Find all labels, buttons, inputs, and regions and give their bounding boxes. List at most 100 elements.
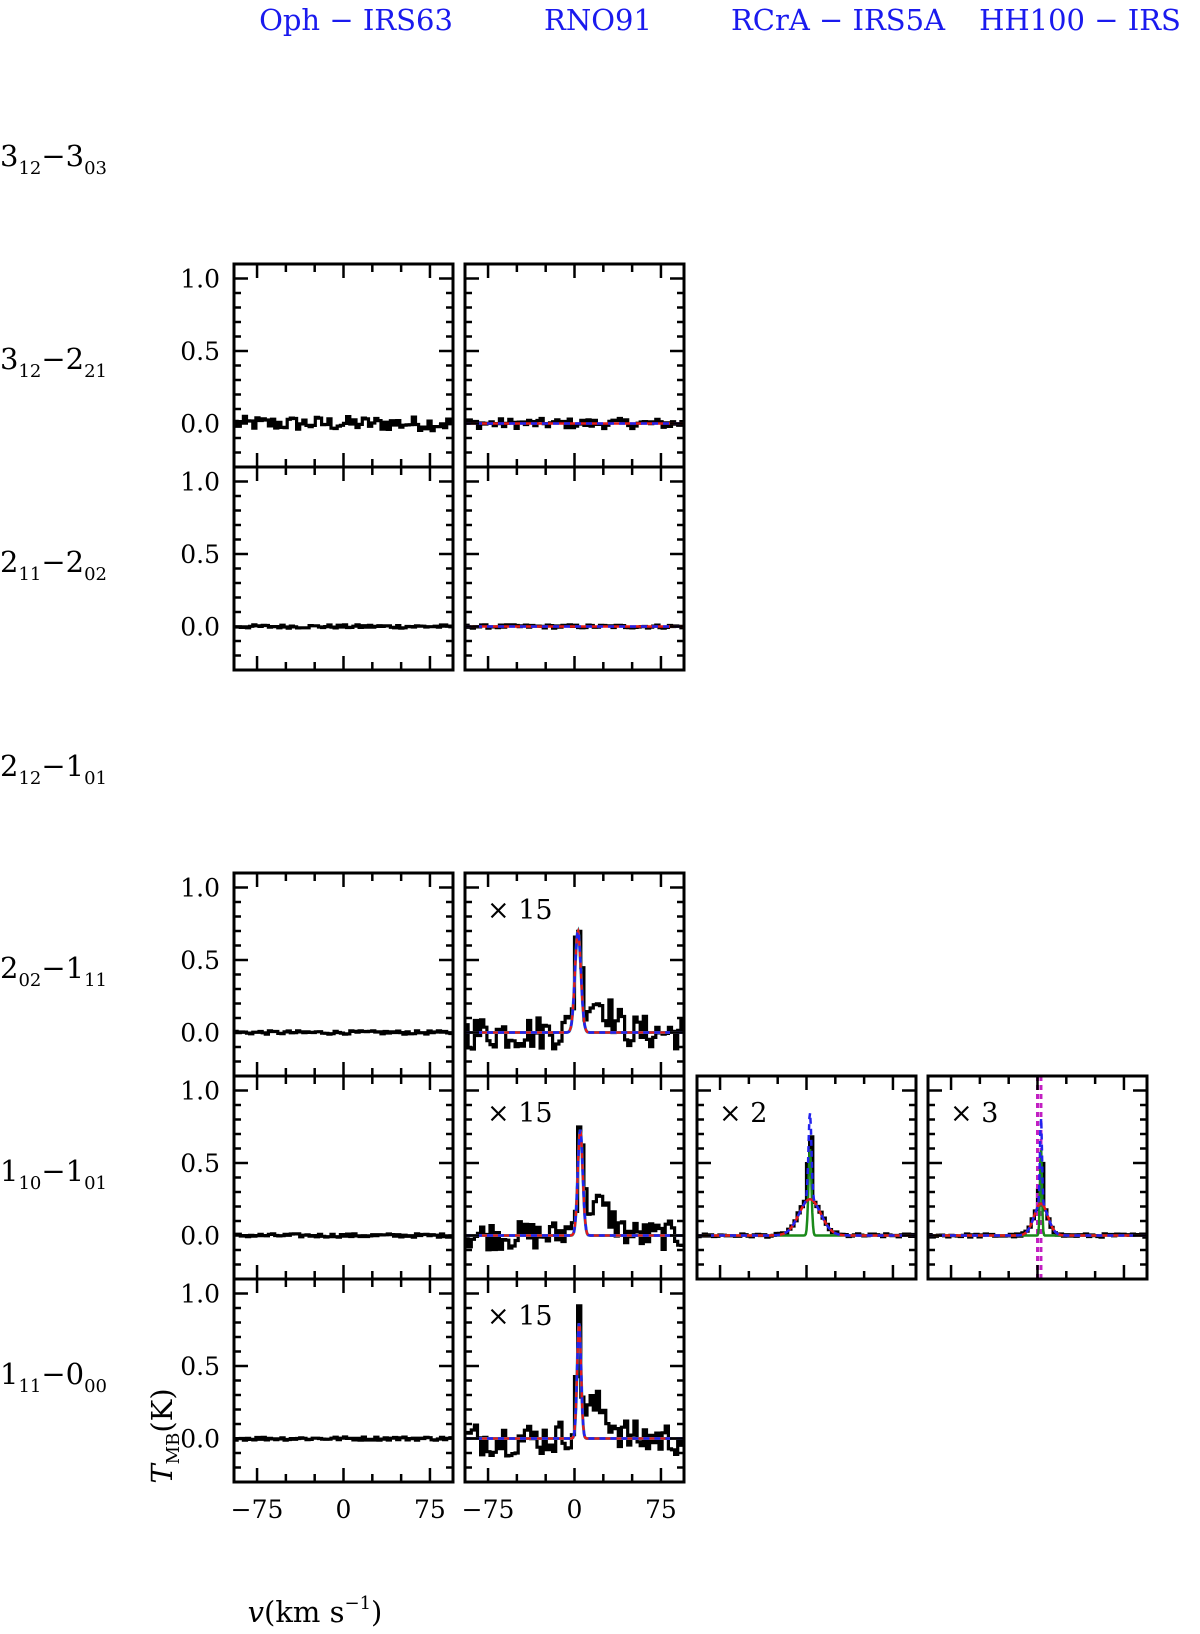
y-tick-label: 0.5 bbox=[180, 337, 220, 366]
panel-frame bbox=[463, 465, 686, 672]
transition-lower-level: −1 bbox=[41, 951, 84, 985]
scale-factor-label: × 15 bbox=[487, 895, 553, 926]
transition-label: 212−101 bbox=[0, 749, 107, 789]
y-tick-label: 0.0 bbox=[180, 613, 220, 642]
y-axis-label-unit: (K) bbox=[145, 1388, 179, 1432]
scale-factor-label: × 2 bbox=[719, 1098, 767, 1129]
observed-spectrum bbox=[234, 1232, 453, 1239]
panel-plot-area bbox=[697, 1112, 916, 1239]
transition-label: 312−303 bbox=[0, 139, 107, 179]
x-axis-label-exp: −1 bbox=[345, 1593, 372, 1614]
transition-lower-sub: 03 bbox=[84, 158, 107, 179]
spectrum-panel: × 3 bbox=[926, 1074, 1149, 1281]
x-tick-label: −75 bbox=[462, 1495, 515, 1524]
x-axis-label-var: v bbox=[248, 1595, 265, 1629]
transition-label: 312−221 bbox=[0, 342, 107, 382]
panel-frame bbox=[232, 262, 455, 469]
spectrum-panel bbox=[463, 465, 686, 672]
transition-lower-sub: 11 bbox=[84, 970, 107, 991]
transition-upper-level: 2 bbox=[0, 749, 18, 783]
transition-upper-sub: 12 bbox=[18, 768, 41, 789]
y-tick-label: 1.0 bbox=[180, 1280, 220, 1309]
panel-frame bbox=[463, 262, 686, 469]
x-tick-label: 0 bbox=[336, 1495, 352, 1524]
spectrum-panel: × 15 bbox=[463, 871, 686, 1078]
transition-upper-sub: 11 bbox=[18, 1376, 41, 1397]
x-axis-label-close: ) bbox=[371, 1595, 382, 1629]
y-tick-label: 0.5 bbox=[180, 540, 220, 569]
panel-frame bbox=[232, 1074, 455, 1281]
transition-upper-sub: 10 bbox=[18, 1173, 41, 1194]
y-axis-label: TMB(K) bbox=[145, 1388, 184, 1483]
panel-plot-area bbox=[465, 1304, 684, 1458]
observed-spectrum bbox=[234, 1435, 453, 1442]
transition-lower-sub: 01 bbox=[84, 1173, 107, 1194]
transition-lower-sub: 02 bbox=[84, 564, 107, 585]
panel-frame bbox=[232, 1277, 455, 1484]
total-fit-dashed bbox=[928, 1118, 1147, 1237]
panel-plot-area bbox=[465, 1125, 684, 1252]
transition-upper-level: 1 bbox=[0, 1357, 18, 1391]
transition-upper-sub: 11 bbox=[18, 564, 41, 585]
transition-upper-sub: 02 bbox=[18, 970, 41, 991]
source-label-oph-irs63: Oph − IRS63 bbox=[259, 3, 453, 37]
transition-lower-level: −3 bbox=[41, 139, 84, 173]
scale-factor-label: × 15 bbox=[487, 1301, 553, 1332]
spectrum-panel: −75 0 75 × 15 bbox=[462, 1277, 686, 1524]
observed-spectrum bbox=[465, 416, 684, 431]
y-tick-label: 1.0 bbox=[180, 1077, 220, 1106]
total-fit-dashed bbox=[465, 1129, 684, 1237]
total-fit-dashed bbox=[465, 927, 684, 1034]
transition-label: 211−202 bbox=[0, 545, 107, 585]
panel-plot-area bbox=[234, 1029, 453, 1036]
transition-lower-level: −0 bbox=[41, 1357, 84, 1391]
y-tick-label: 0.5 bbox=[180, 946, 220, 975]
scale-factor-label: × 15 bbox=[487, 1098, 553, 1129]
panel-plot-area bbox=[465, 926, 684, 1051]
transition-lower-level: −2 bbox=[41, 545, 84, 579]
x-tick-label: −75 bbox=[231, 1495, 284, 1524]
panel-grid: 0.0 0.5 1.0 0.0 0.5 1.0 0.0 0.5 1.0 × 15 0.0 0.5 1.0… bbox=[180, 262, 1149, 1524]
panel-plot-area bbox=[234, 623, 453, 630]
transition-label: 202−111 bbox=[0, 951, 107, 991]
panel-frame bbox=[232, 871, 455, 1078]
panel-plot-area bbox=[928, 1076, 1147, 1279]
y-tick-label: 0.0 bbox=[180, 410, 220, 439]
y-tick-label: 0.5 bbox=[180, 1149, 220, 1178]
spectrum-panel: × 15 bbox=[463, 1074, 686, 1281]
spectrum-panel: × 2 bbox=[695, 1074, 918, 1281]
y-tick-label: 0.0 bbox=[180, 1019, 220, 1048]
y-tick-label: 0.5 bbox=[180, 1352, 220, 1381]
observed-spectrum bbox=[234, 414, 453, 433]
observed-spectrum bbox=[465, 1304, 684, 1458]
y-tick-label: 0.0 bbox=[180, 1222, 220, 1251]
y-tick-label: 1.0 bbox=[180, 468, 220, 497]
spectrum-panel: 0.0 0.5 1.0 bbox=[180, 871, 455, 1078]
y-tick-label: 1.0 bbox=[180, 874, 220, 903]
spectrum-panel: 0.0 0.5 1.0 bbox=[180, 465, 455, 672]
transition-lower-sub: 00 bbox=[84, 1376, 107, 1397]
panel-plot-area bbox=[234, 414, 453, 433]
transition-lower-sub: 21 bbox=[84, 361, 107, 382]
panel-plot-area bbox=[465, 416, 684, 431]
transition-label: 110−101 bbox=[0, 1154, 107, 1194]
transition-upper-level: 2 bbox=[0, 951, 18, 985]
transition-label: 111−000 bbox=[0, 1357, 107, 1397]
y-axis-label-sub: MB bbox=[163, 1433, 184, 1465]
y-tick-label: 0.0 bbox=[180, 1425, 220, 1454]
transition-upper-sub: 12 bbox=[18, 361, 41, 382]
source-label-rcra-irs5a: RCrA − IRS5A bbox=[731, 3, 946, 37]
x-tick-label: 75 bbox=[414, 1495, 446, 1524]
y-tick-label: 1.0 bbox=[180, 265, 220, 294]
spectrum-panel: 0.0 0.5 1.0 −75 0 75 bbox=[180, 1277, 455, 1524]
panel-plot-area bbox=[465, 623, 684, 630]
transition-lower-level: −1 bbox=[41, 749, 84, 783]
transition-upper-level: 3 bbox=[0, 342, 18, 376]
panel-frame bbox=[232, 465, 455, 672]
observed-spectrum bbox=[234, 623, 453, 630]
panel-plot-area bbox=[234, 1435, 453, 1442]
spectrum-panel bbox=[463, 262, 686, 469]
spectrum-panel: 0.0 0.5 1.0 bbox=[180, 1074, 455, 1281]
x-tick-label: 75 bbox=[645, 1495, 677, 1524]
